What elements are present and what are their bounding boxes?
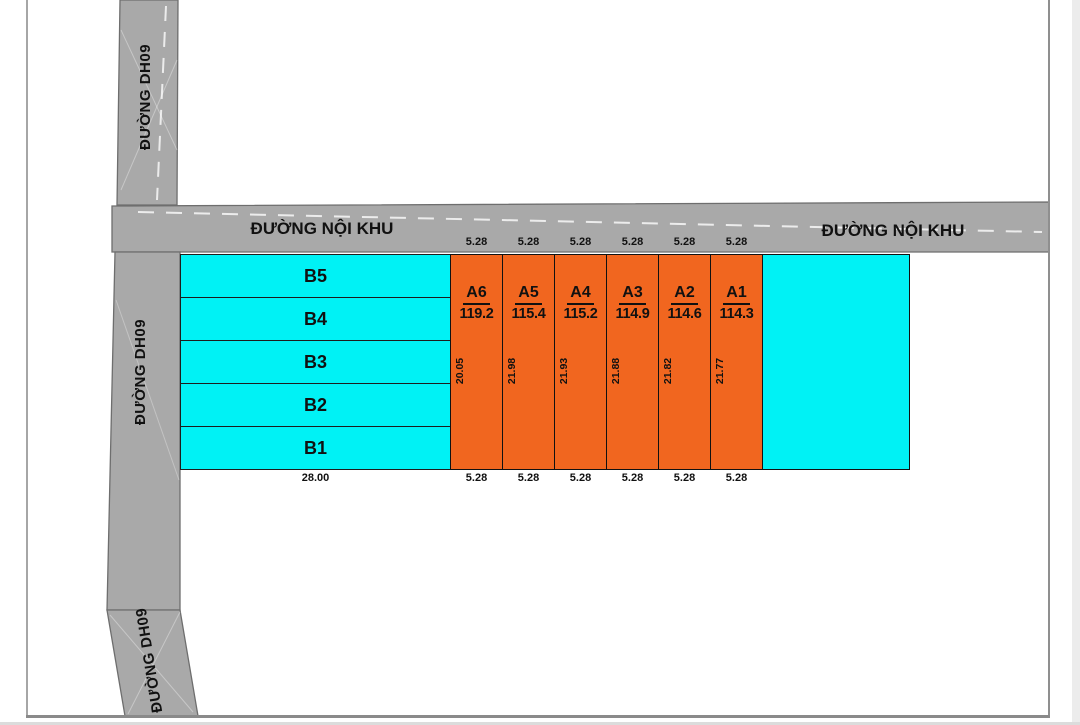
- dimension-b-bottom-width: 28.00: [301, 472, 330, 484]
- plot-a5: A5 115.4 21.98: [502, 254, 555, 470]
- plot-a4-label: A4: [567, 283, 594, 305]
- dimension-a6-bottom-width: 5.28: [465, 472, 488, 484]
- plot-unlabeled-cyan-block: [762, 254, 910, 470]
- plot-a5-area: 115.4: [511, 306, 546, 322]
- plot-a1-side-dimension: 21.77: [714, 357, 726, 385]
- plot-a5-side-dimension: 21.98: [506, 357, 518, 385]
- plot-a3-area: 114.9: [615, 306, 650, 322]
- map-frame-right-line: [1048, 0, 1050, 716]
- plot-a2: A2 114.6 21.82: [658, 254, 711, 470]
- road-label-noi-khu-left: ĐƯỜNG NỘI KHU: [250, 219, 394, 238]
- plot-b5: B5: [180, 254, 451, 298]
- plot-a3-label: A3: [619, 283, 646, 305]
- plot-a6-side-dimension: 20.05: [454, 357, 466, 385]
- plot-b2: B2: [180, 383, 451, 427]
- dimension-a3-bottom-width: 5.28: [621, 472, 644, 484]
- plot-a4: A4 115.2 21.93: [554, 254, 607, 470]
- plot-b5-label: B5: [303, 265, 327, 286]
- map-frame-bottom-line: [26, 715, 1050, 718]
- plot-a3-side-dimension: 21.88: [610, 357, 622, 385]
- road-texture-line: [120, 59, 178, 191]
- plot-a6: A6 119.2 20.05: [450, 254, 503, 470]
- road-label-dh09-top: ĐƯỜNG DH09: [137, 43, 154, 151]
- road-texture-line: [120, 29, 178, 151]
- plot-b3: B3: [180, 340, 451, 384]
- map-frame-left-line: [26, 0, 28, 716]
- dimension-a3-top-width: 5.28: [621, 236, 644, 248]
- image-edge-bottom: [0, 722, 1080, 725]
- road-texture-line: [127, 611, 181, 715]
- plot-b3-label: B3: [303, 351, 327, 372]
- road-texture-line: [115, 299, 180, 481]
- plot-a5-label: A5: [515, 283, 542, 305]
- dimension-a4-top-width: 5.28: [569, 236, 592, 248]
- road-texture-line: [109, 614, 194, 713]
- road-dash-centerline-top: [156, 5, 167, 201]
- dimension-a5-bottom-width: 5.28: [517, 472, 540, 484]
- dimension-a6-top-width: 5.28: [465, 236, 488, 248]
- plot-a4-side-dimension: 21.93: [558, 357, 570, 385]
- plot-a6-label: A6: [463, 283, 490, 305]
- dimension-a1-top-width: 5.28: [725, 236, 748, 248]
- dimension-a4-bottom-width: 5.28: [569, 472, 592, 484]
- image-edge-right: [1072, 0, 1080, 725]
- plot-a4-area: 115.2: [563, 306, 598, 322]
- road-dh09-top: [116, 0, 179, 206]
- plot-b1-label: B1: [303, 437, 327, 458]
- plot-a1-label: A1: [723, 283, 750, 305]
- plot-b4-label: B4: [303, 308, 327, 329]
- plot-a1: A1 114.3 21.77: [710, 254, 763, 470]
- dimension-a2-top-width: 5.28: [673, 236, 696, 248]
- plot-a2-area: 114.6: [667, 306, 702, 322]
- plot-b1: B1: [180, 426, 451, 470]
- road-label-noi-khu-right: ĐƯỜNG NỘI KHU: [821, 221, 965, 240]
- plot-b2-label: B2: [303, 394, 327, 415]
- dimension-a5-top-width: 5.28: [517, 236, 540, 248]
- road-dash-centerline-horizontal: [137, 211, 1043, 233]
- plot-a3: A3 114.9 21.88: [606, 254, 659, 470]
- plot-a2-label: A2: [671, 283, 698, 305]
- plot-b4: B4: [180, 297, 451, 341]
- dimension-a2-bottom-width: 5.28: [673, 472, 696, 484]
- plot-a2-side-dimension: 21.82: [662, 357, 674, 385]
- plot-a1-area: 114.3: [719, 306, 754, 322]
- dimension-a1-bottom-width: 5.28: [725, 472, 748, 484]
- plot-a6-area: 119.2: [459, 306, 494, 322]
- road-label-dh09-middle: ĐƯỜNG DH09: [132, 318, 149, 426]
